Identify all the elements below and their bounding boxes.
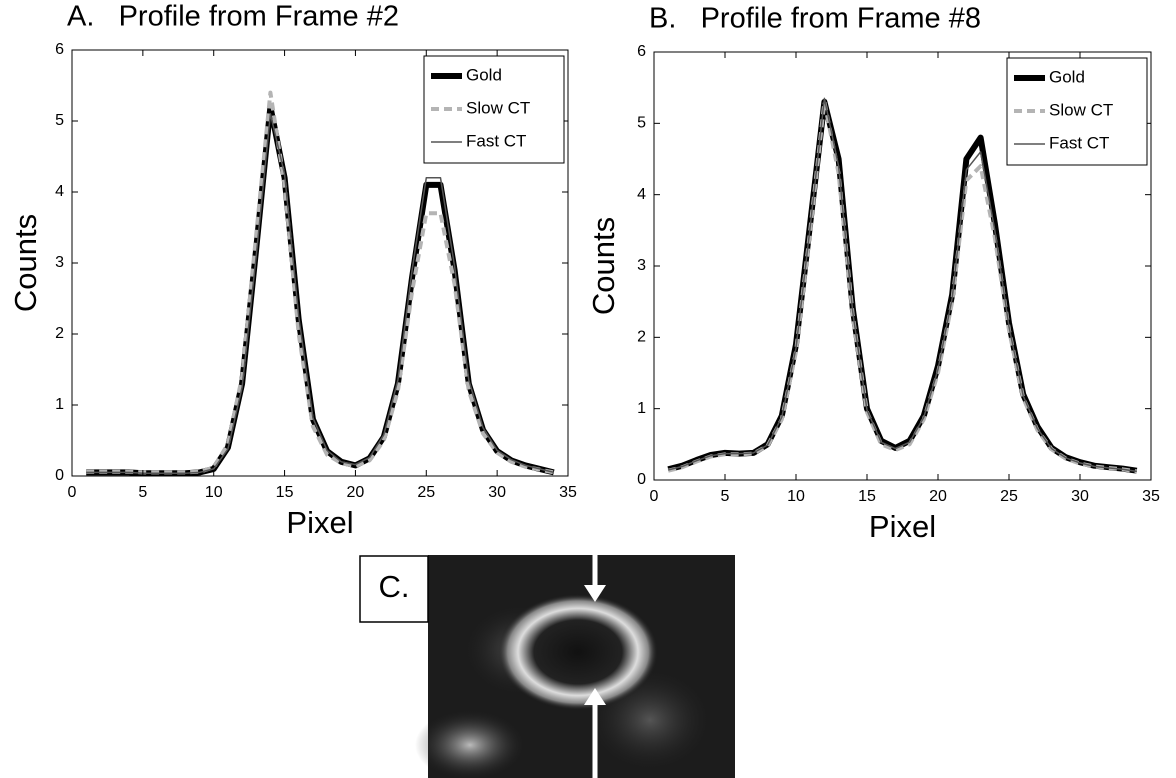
y-tick-label: 0 [637, 471, 646, 488]
y-tick-label: 0 [55, 467, 64, 484]
x-tick-label: 5 [138, 484, 147, 501]
legend: Gold Slow CT Fast CT [424, 56, 564, 163]
y-tick-label: 6 [55, 41, 64, 58]
y-tick-label: 4 [55, 183, 64, 200]
y-tick-label: 4 [637, 186, 646, 203]
x-tick-label: 10 [787, 488, 805, 505]
legend: Gold Slow CT Fast CT [1007, 58, 1147, 165]
image-blob [415, 710, 525, 778]
image-panel: C. [360, 555, 735, 778]
y-tick-label: 3 [637, 257, 646, 274]
legend-label: Gold [1049, 67, 1085, 86]
legend-label: Slow CT [1049, 100, 1113, 119]
x-axis-label: Pixel [286, 505, 353, 540]
y-tick-label: 2 [637, 329, 646, 346]
x-tick-label: 25 [1000, 488, 1018, 505]
image-ring [498, 594, 658, 710]
y-axis-label: Counts [8, 214, 43, 312]
x-tick-label: 5 [721, 488, 730, 505]
panel-label: C. [379, 569, 410, 604]
x-tick-label: 30 [1071, 488, 1089, 505]
figure: C. 051015202530350123456A. Profile from … [0, 0, 1176, 778]
x-tick-label: 0 [650, 488, 659, 505]
chart-title: B. Profile from Frame #8 [649, 3, 981, 35]
legend-label: Fast CT [1049, 133, 1109, 152]
x-tick-label: 25 [417, 484, 435, 501]
x-axis-label: Pixel [869, 509, 936, 544]
legend-label: Slow CT [466, 98, 530, 117]
x-tick-label: 30 [488, 484, 506, 501]
y-tick-label: 6 [637, 43, 646, 60]
legend-label: Gold [466, 65, 502, 84]
x-tick-label: 20 [347, 484, 365, 501]
y-axis-label: Counts [586, 217, 621, 315]
x-tick-label: 35 [559, 484, 577, 501]
y-tick-label: 2 [55, 325, 64, 342]
x-tick-label: 15 [858, 488, 876, 505]
y-tick-label: 1 [637, 400, 646, 417]
x-tick-label: 15 [276, 484, 294, 501]
x-tick-label: 0 [68, 484, 77, 501]
legend-label: Fast CT [466, 131, 526, 150]
y-tick-label: 1 [55, 396, 64, 413]
chart-title: A. Profile from Frame #2 [67, 1, 399, 33]
x-tick-label: 10 [205, 484, 223, 501]
x-tick-label: 20 [929, 488, 947, 505]
y-tick-label: 3 [55, 254, 64, 271]
y-tick-label: 5 [55, 112, 64, 129]
y-tick-label: 5 [637, 115, 646, 132]
x-tick-label: 35 [1142, 488, 1160, 505]
